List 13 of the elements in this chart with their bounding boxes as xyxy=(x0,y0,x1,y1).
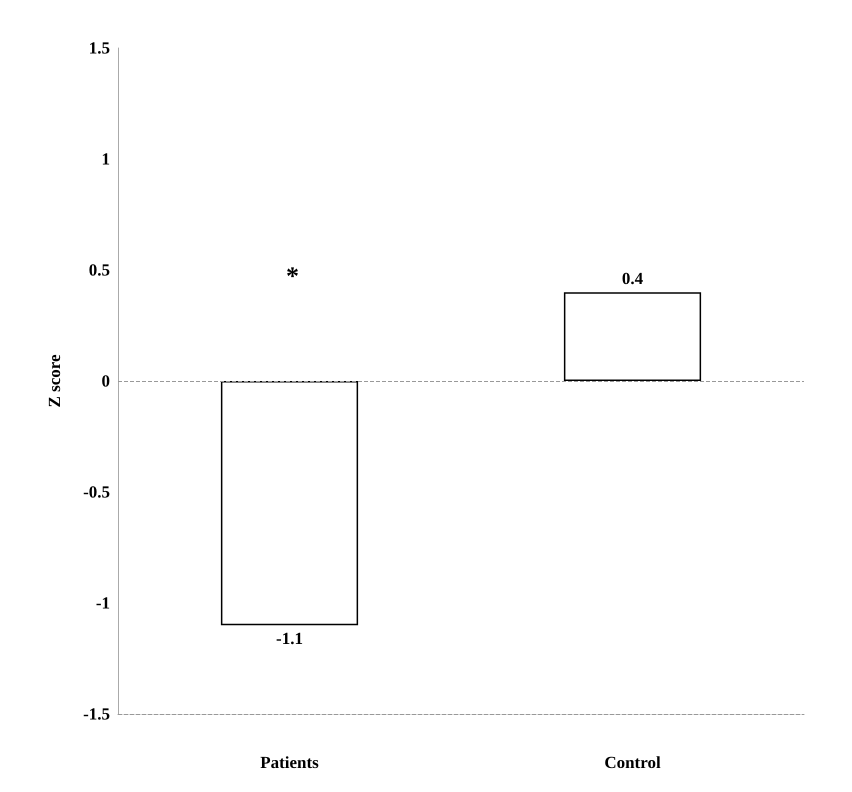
x-tick-label: Patients xyxy=(260,753,320,772)
y-tick-label: -1.5 xyxy=(83,704,110,724)
y-tick-label: -0.5 xyxy=(83,482,110,502)
y-tick-label: 0 xyxy=(102,372,110,390)
y-tick-label: -1 xyxy=(96,594,110,612)
data-label: 0.4 xyxy=(622,269,644,288)
data-label: -1.1 xyxy=(276,629,303,648)
annotation: * xyxy=(286,262,299,290)
y-axis-title: Z score xyxy=(45,354,64,408)
y-tick-label: 1.5 xyxy=(88,38,110,58)
x-tick-label: Control xyxy=(604,753,661,772)
y-tick-label: 0.5 xyxy=(88,260,110,280)
y-tick-label: 1 xyxy=(102,150,110,168)
